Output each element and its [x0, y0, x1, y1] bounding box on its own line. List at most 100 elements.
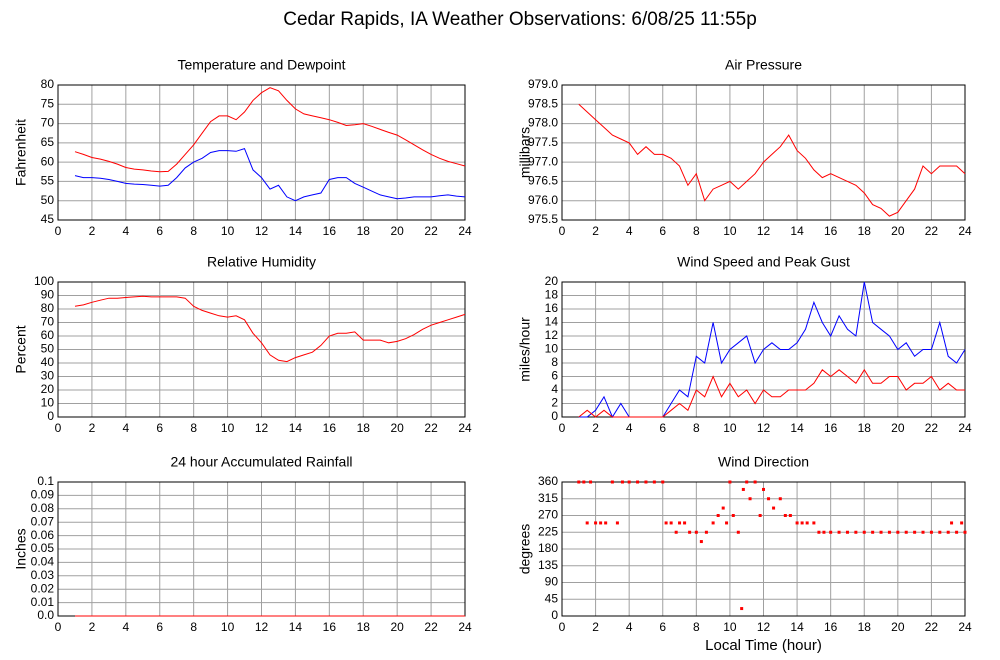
data-point	[822, 530, 826, 534]
data-point	[938, 530, 942, 534]
x-tick-label: 10	[221, 620, 235, 634]
x-tick-label: 14	[790, 620, 804, 634]
x-tick-label: 24	[458, 620, 472, 634]
data-point	[644, 480, 648, 484]
data-point	[963, 530, 967, 534]
data-point	[678, 521, 682, 525]
y-tick-label: 70	[41, 116, 55, 130]
x-tick-label: 0	[55, 224, 62, 238]
data-point	[615, 521, 619, 525]
y-tick-label: 225	[538, 524, 558, 538]
x-tick-label: 14	[790, 421, 804, 435]
data-point	[795, 521, 799, 525]
data-point	[711, 521, 715, 525]
y-tick-label: 0.06	[31, 528, 55, 542]
y-tick-label: 0.1	[37, 474, 54, 488]
panel: Air Pressure millibars 975.5 976.0 976.5 977.…	[517, 57, 972, 238]
x-tick-label: 12	[757, 224, 771, 238]
data-point	[921, 530, 925, 534]
y-tick-label: 80	[41, 301, 55, 315]
data-point	[627, 480, 631, 484]
y-tick-label: 135	[538, 558, 558, 572]
y-tick-label: 50	[41, 193, 55, 207]
y-axis-label: degrees	[517, 524, 533, 575]
y-tick-label: 10	[545, 342, 559, 356]
data-point	[716, 514, 720, 517]
x-tick-label: 0	[55, 620, 62, 634]
y-tick-label: 20	[545, 274, 559, 288]
x-tick-label: 20	[390, 224, 404, 238]
x-tick-label: 16	[824, 224, 838, 238]
data-point	[783, 514, 787, 517]
data-point	[950, 521, 954, 525]
x-tick-label: 18	[858, 224, 872, 238]
y-tick-label: 14	[545, 315, 559, 329]
data-point	[788, 514, 792, 517]
x-tick-label: 2	[89, 224, 96, 238]
data-point	[929, 530, 933, 534]
panel: Temperature and Dewpoint Fahrenheit 45 50 55…	[13, 57, 472, 238]
data-point	[745, 480, 749, 484]
data-point	[585, 521, 589, 525]
x-tick-label: 2	[89, 620, 96, 634]
y-tick-label: 65	[41, 135, 55, 149]
x-tick-label: 10	[723, 620, 737, 634]
panel-title: Temperature and Dewpoint	[177, 57, 345, 73]
plot-frame	[57, 84, 466, 221]
panel: Wind Speed and Peak Gustmiles/hour024681…	[517, 254, 972, 435]
data-point	[829, 530, 833, 534]
x-tick-label: 2	[592, 224, 599, 238]
x-tick-label: 12	[255, 421, 269, 435]
x-tick-label: 10	[723, 421, 737, 435]
data-line	[74, 87, 466, 173]
plot-frame	[561, 481, 966, 617]
data-point	[731, 514, 735, 517]
y-tick-label: 360	[538, 474, 558, 488]
x-tick-label: 8	[190, 421, 197, 435]
data-point	[767, 497, 771, 501]
y-tick-label: 6	[551, 369, 558, 383]
data-point	[837, 530, 841, 534]
x-tick-label: 2	[592, 421, 599, 435]
x-tick-label: 8	[190, 620, 197, 634]
data-point	[960, 521, 964, 525]
y-tick-label: 977.5	[528, 135, 558, 149]
y-tick-label: 976.0	[528, 193, 558, 207]
y-tick-label: 978.5	[528, 96, 558, 110]
data-point	[620, 480, 624, 484]
data-point	[674, 530, 678, 534]
y-tick-label: 0	[551, 608, 558, 622]
data-point	[753, 480, 757, 484]
y-axis-label: millibars	[517, 127, 533, 178]
x-tick-label: 14	[289, 421, 303, 435]
x-tick-label: 12	[757, 620, 771, 634]
y-tick-label: 0.08	[31, 501, 55, 515]
y-tick-label: 180	[538, 541, 558, 555]
y-tick-label: 20	[41, 382, 55, 396]
y-tick-label: 978.0	[528, 116, 558, 130]
data-point	[740, 607, 744, 611]
y-tick-label: 8	[551, 355, 558, 369]
y-tick-label: 0.01	[31, 595, 55, 609]
x-tick-label: 0	[55, 421, 62, 435]
x-tick-label: 14	[790, 224, 804, 238]
data-point	[725, 521, 729, 525]
data-point	[704, 530, 708, 534]
data-point	[688, 530, 692, 534]
x-tick-label: 2	[89, 421, 96, 435]
x-tick-label: 20	[390, 620, 404, 634]
data-point	[862, 530, 866, 534]
y-tick-label: 0	[47, 409, 54, 423]
x-tick-label: 4	[122, 224, 129, 238]
x-tick-label: 20	[891, 224, 905, 238]
data-point	[683, 521, 687, 525]
data-point	[636, 480, 640, 484]
x-tick-label: 22	[925, 421, 939, 435]
data-point	[728, 480, 732, 484]
y-tick-label: 0.07	[31, 514, 55, 528]
y-axis-label: Inches	[13, 528, 29, 569]
data-point	[772, 506, 776, 510]
y-tick-label: 40	[41, 355, 55, 369]
data-point	[604, 521, 608, 525]
